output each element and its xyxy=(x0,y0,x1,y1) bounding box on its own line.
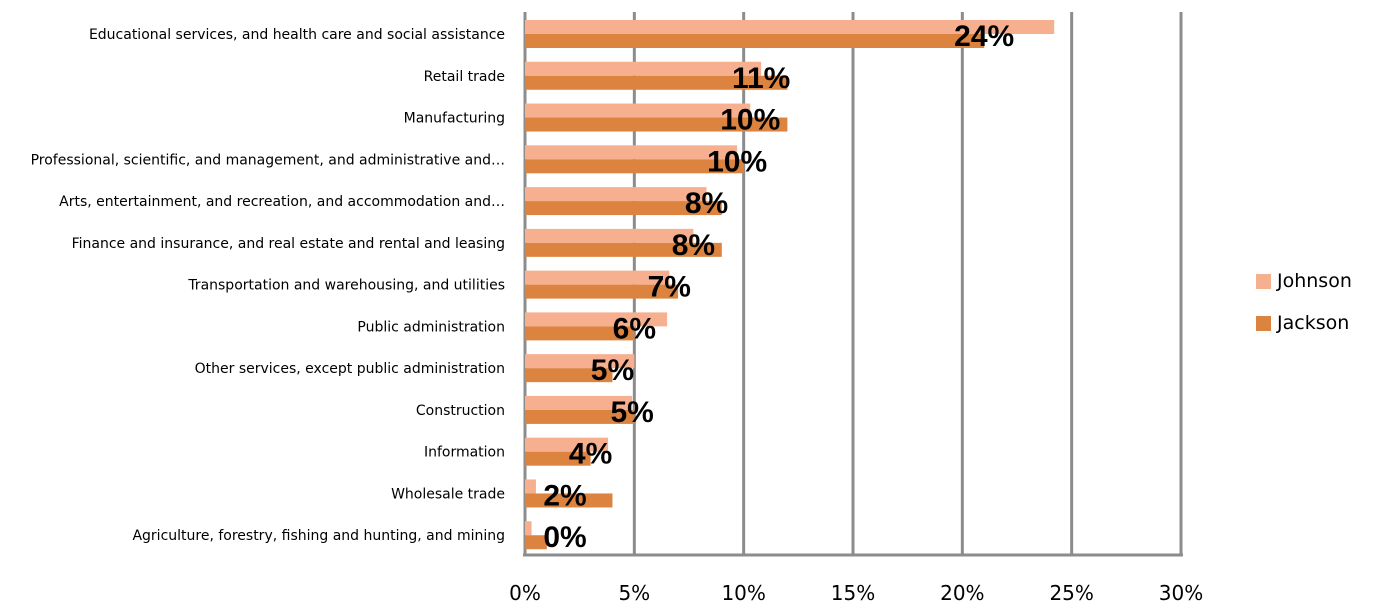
bars-group xyxy=(525,20,1055,550)
bar-johnson xyxy=(525,61,762,76)
category-label: Educational services, and health care an… xyxy=(89,27,505,43)
data-label: 8% xyxy=(685,187,728,220)
x-tick-label: 20% xyxy=(940,581,984,602)
category-label: Information xyxy=(424,445,505,461)
bar-johnson xyxy=(525,312,668,327)
category-label: Wholesale trade xyxy=(391,486,505,502)
x-tick-label: 30% xyxy=(1159,581,1203,602)
category-labels: Educational services, and health care an… xyxy=(31,27,505,544)
data-label: 8% xyxy=(672,229,715,262)
data-label: 4% xyxy=(569,438,612,471)
x-tick-label: 15% xyxy=(831,581,875,602)
bar-jackson xyxy=(525,75,788,90)
legend-swatch-jackson xyxy=(1256,315,1271,331)
data-label: 2% xyxy=(543,479,586,512)
data-label: 0% xyxy=(543,521,586,554)
category-label: Transportation and warehousing, and util… xyxy=(187,278,505,294)
category-label: Public administration xyxy=(357,319,505,335)
x-tick-label: 25% xyxy=(1049,581,1093,602)
bar-johnson xyxy=(525,20,1055,34)
legend-item-johnson: Johnson xyxy=(1256,266,1352,296)
legend-swatch-johnson xyxy=(1256,273,1271,289)
data-labels: 24% 11% 10% 10% 8% 8% 7% 6% 5% 5% 4% 2% 0% xyxy=(543,20,1014,554)
bar-jackson xyxy=(525,368,613,383)
legend-label-johnson: Johnson xyxy=(1277,270,1352,292)
category-label: Construction xyxy=(416,403,505,419)
x-tick-label: 0% xyxy=(509,581,541,602)
bar-jackson xyxy=(525,201,722,216)
bar-johnson xyxy=(525,103,751,118)
bar-johnson xyxy=(525,270,670,285)
category-label: Professional, scientific, and management… xyxy=(31,152,505,168)
bar-jackson xyxy=(525,242,722,257)
bar-jackson xyxy=(525,451,591,466)
bar-jackson xyxy=(525,326,635,341)
bar-jackson xyxy=(525,117,788,132)
bar-johnson xyxy=(525,521,532,536)
bar-jackson xyxy=(525,535,547,550)
category-label: Manufacturing xyxy=(404,111,505,127)
data-label: 7% xyxy=(648,271,691,304)
data-label: 5% xyxy=(591,354,634,387)
bar-jackson xyxy=(525,159,744,174)
bar-johnson xyxy=(525,479,536,494)
legend: Johnson Jackson xyxy=(1256,266,1352,350)
bar-jackson xyxy=(525,284,679,299)
x-tick-label: 10% xyxy=(721,581,765,602)
data-label: 10% xyxy=(720,104,780,137)
data-label: 6% xyxy=(613,312,656,345)
category-label: Finance and insurance, and real estate a… xyxy=(72,236,505,252)
x-tick-label: 5% xyxy=(618,581,650,602)
bar-johnson xyxy=(525,228,694,243)
data-label: 10% xyxy=(707,145,767,178)
bar-johnson xyxy=(525,145,738,160)
data-label: 5% xyxy=(610,396,653,429)
category-label: Other services, except public administra… xyxy=(195,361,505,377)
bar-johnson xyxy=(525,354,635,369)
bar-johnson xyxy=(525,187,707,202)
legend-item-jackson: Jackson xyxy=(1256,308,1352,338)
data-label: 11% xyxy=(732,62,790,95)
bar-jackson xyxy=(525,409,635,424)
bar-jackson xyxy=(525,34,985,48)
data-label: 24% xyxy=(954,20,1014,53)
x-tick-labels: 0% 5% 10% 15% 20% 25% 30% xyxy=(509,581,1203,602)
bar-johnson xyxy=(525,395,633,410)
category-label: Arts, entertainment, and recreation, and… xyxy=(59,194,505,210)
bar-johnson xyxy=(525,437,609,452)
category-label: Agriculture, forestry, fishing and hunti… xyxy=(132,528,505,544)
legend-label-jackson: Jackson xyxy=(1277,312,1350,334)
bar-jackson xyxy=(525,493,613,508)
grid-lines xyxy=(523,12,1183,555)
category-label: Retail trade xyxy=(424,69,505,85)
